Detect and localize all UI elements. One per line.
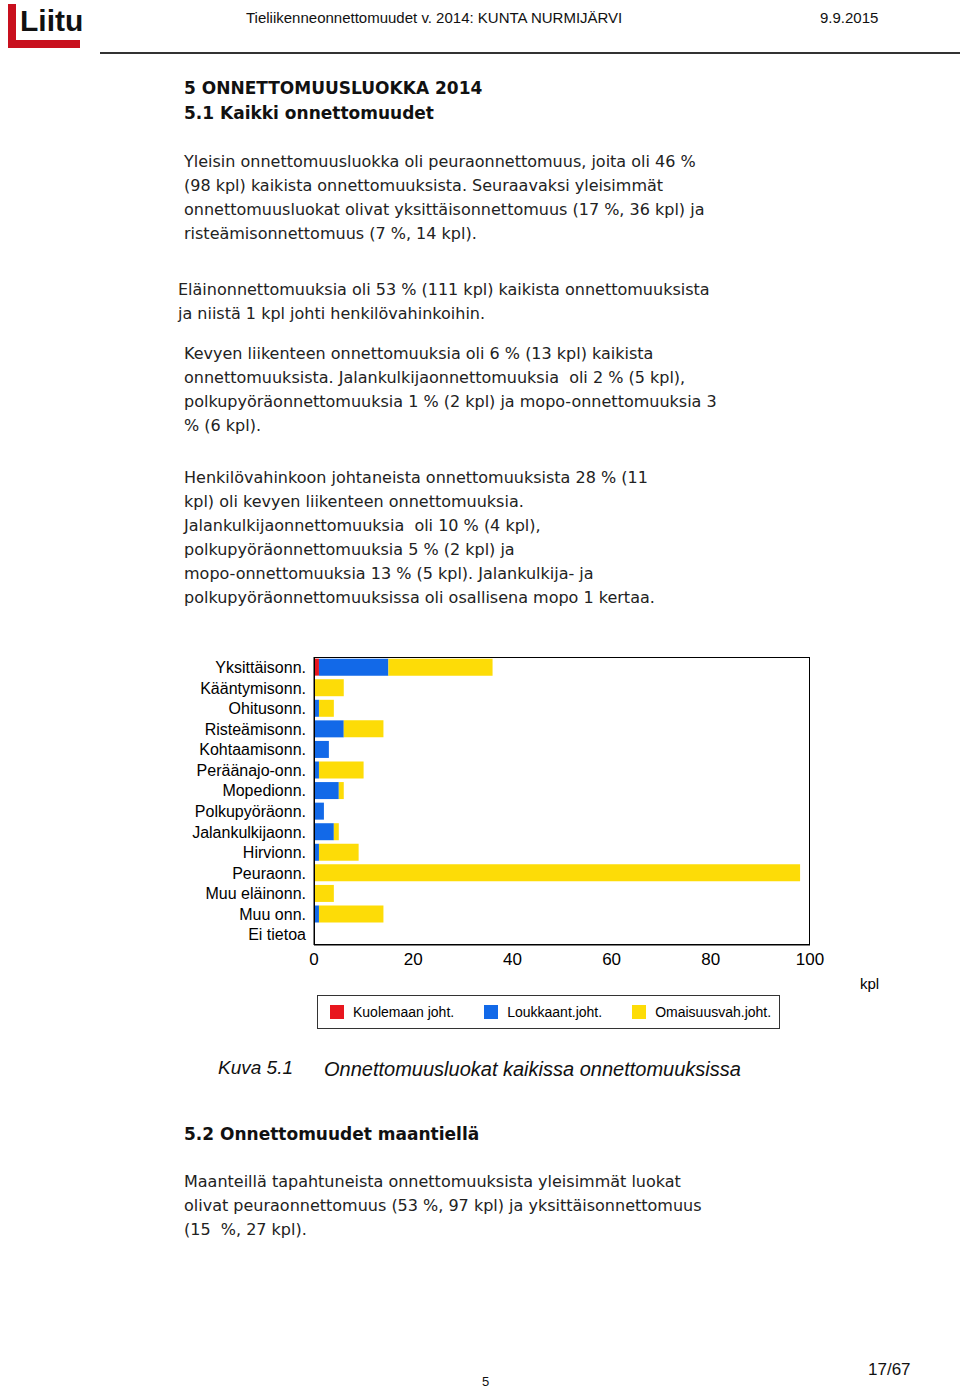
svg-text:100: 100 (796, 950, 824, 969)
html-text:17/67: 17/67 (868, 1360, 911, 1379)
svg-text:40: 40 (503, 950, 522, 969)
svg-text:20: 20 (404, 950, 423, 969)
html-text:risteämisonnettomuus (7 %, 14: risteämisonnettomuus (7 %, 14 kpl). (184, 224, 477, 243)
html-text:Henkilövahinkoon johtaneista o: Henkilövahinkoon johtaneista onnettomuuk… (184, 468, 648, 487)
html-text:Jalankulkijaonnettomuuksia oli: Jalankulkijaonnettomuuksia oli 10 % (4 k… (184, 516, 541, 535)
svg-text:Kohtaamisonn.: Kohtaamisonn. (199, 741, 306, 758)
html-text:Maanteillä tapahtuneista onnet: Maanteillä tapahtuneista onnettomuuksist… (184, 1172, 681, 1191)
html-text:Tieliikenneonnettomuudet v. 20: Tieliikenneonnettomuudet v. 2014: KUNTA … (246, 9, 623, 26)
html-text:Yleisin onnettomuusluokka oli: Yleisin onnettomuusluokka oli peuraonnet… (184, 152, 696, 171)
svg-text:60: 60 (602, 950, 621, 969)
html-text:5.1 Kaikki onnettomuudet: 5.1 Kaikki onnettomuudet (184, 103, 434, 123)
svg-text:Polkupyöräonn.: Polkupyöräonn. (195, 803, 306, 820)
svg-text:Ohitusonn.: Ohitusonn. (229, 700, 306, 717)
html-text:(98 kpl) kaikista onnettomuuks: (98 kpl) kaikista onnettomuuksista. Seur… (184, 176, 663, 195)
svg-text:80: 80 (701, 950, 720, 969)
html-text:Omaisuusvah.joht.: Omaisuusvah.joht. (655, 1004, 772, 1020)
html-text:Liitu: Liitu (20, 4, 84, 37)
html-text:mopo-onnettomuuksia 13 % (5 kp: mopo-onnettomuuksia 13 % (5 kpl). Jalank… (184, 564, 594, 583)
html-text:polkupyöräonnettomuuksia 5 % (: polkupyöräonnettomuuksia 5 % (2 kpl) ja (184, 540, 515, 559)
html-text:olivat peuraonnettomuus (53 %,: olivat peuraonnettomuus (53 %, 97 kpl) j… (184, 1196, 702, 1215)
svg-text:Mopedionn.: Mopedionn. (222, 782, 306, 799)
svg-text:Ei tietoa: Ei tietoa (248, 926, 306, 943)
html-text:5.2 Onnettomuudet maantiellä: 5.2 Onnettomuudet maantiellä (184, 1124, 480, 1144)
html-text:Loukkaant.joht.: Loukkaant.joht. (507, 1004, 603, 1020)
html-text:(15 %, 27 kpl).: (15 %, 27 kpl). (184, 1220, 307, 1239)
svg-text:Peuraonn.: Peuraonn. (232, 865, 306, 882)
svg-text:Muu onn.: Muu onn. (239, 906, 306, 923)
svg-text:Kääntymisonn.: Kääntymisonn. (200, 680, 306, 697)
svg-text:Yksittäisonn.: Yksittäisonn. (215, 659, 306, 676)
html-text:Kuolemaan joht.: Kuolemaan joht. (353, 1004, 455, 1020)
svg-text:Peräänajo-onn.: Peräänajo-onn. (197, 762, 306, 779)
html-text:Kevyen liikenteen onnettomuuks: Kevyen liikenteen onnettomuuksia oli 6 %… (184, 344, 654, 363)
html-text:polkupyöräonnettomuuksissa oli: polkupyöräonnettomuuksissa oli osallisen… (184, 588, 655, 607)
svg-text:Hirvionn.: Hirvionn. (243, 844, 306, 861)
html-text:5: 5 (482, 1374, 490, 1389)
html-text:Kuva 5.1: Kuva 5.1 (218, 1057, 293, 1078)
html-text:kpl) oli kevyen liikenteen onn: kpl) oli kevyen liikenteen onnettomuuksi… (184, 492, 524, 511)
html-text:5 ONNETTOMUUSLUOKKA 2014: 5 ONNETTOMUUSLUOKKA 2014 (184, 78, 483, 98)
html-text:ja niistä 1 kpl johti henkilöv: ja niistä 1 kpl johti henkilövahinkoihin… (178, 304, 486, 323)
html-text:kpl: kpl (860, 975, 880, 992)
svg-text:Jalankulkijaonn.: Jalankulkijaonn. (192, 824, 306, 841)
html-text:Onnettomuusluokat kaikissa onn: Onnettomuusluokat kaikissa onnettomuuksi… (324, 1058, 741, 1080)
html-text:onnettomuuksista. Jalankulkija: onnettomuuksista. Jalankulkijaonnettomuu… (184, 368, 686, 387)
svg-text:Risteämisonn.: Risteämisonn. (205, 721, 306, 738)
html-text:polkupyöräonnettomuuksia 1 % (: polkupyöräonnettomuuksia 1 % (2 kpl) ja … (184, 392, 717, 411)
html-text:Eläinonnettomuuksia oli 53 % (: Eläinonnettomuuksia oli 53 % (111 kpl) k… (178, 280, 710, 299)
html-text:onnettomuusluokat olivat yksit: onnettomuusluokat olivat yksittäisonnett… (184, 200, 705, 219)
svg-text:0: 0 (309, 950, 318, 969)
html-text:% (6 kpl).: % (6 kpl). (184, 416, 261, 435)
svg-text:Muu eläinonn.: Muu eläinonn. (205, 885, 306, 902)
html-text:9.9.2015: 9.9.2015 (820, 9, 879, 26)
